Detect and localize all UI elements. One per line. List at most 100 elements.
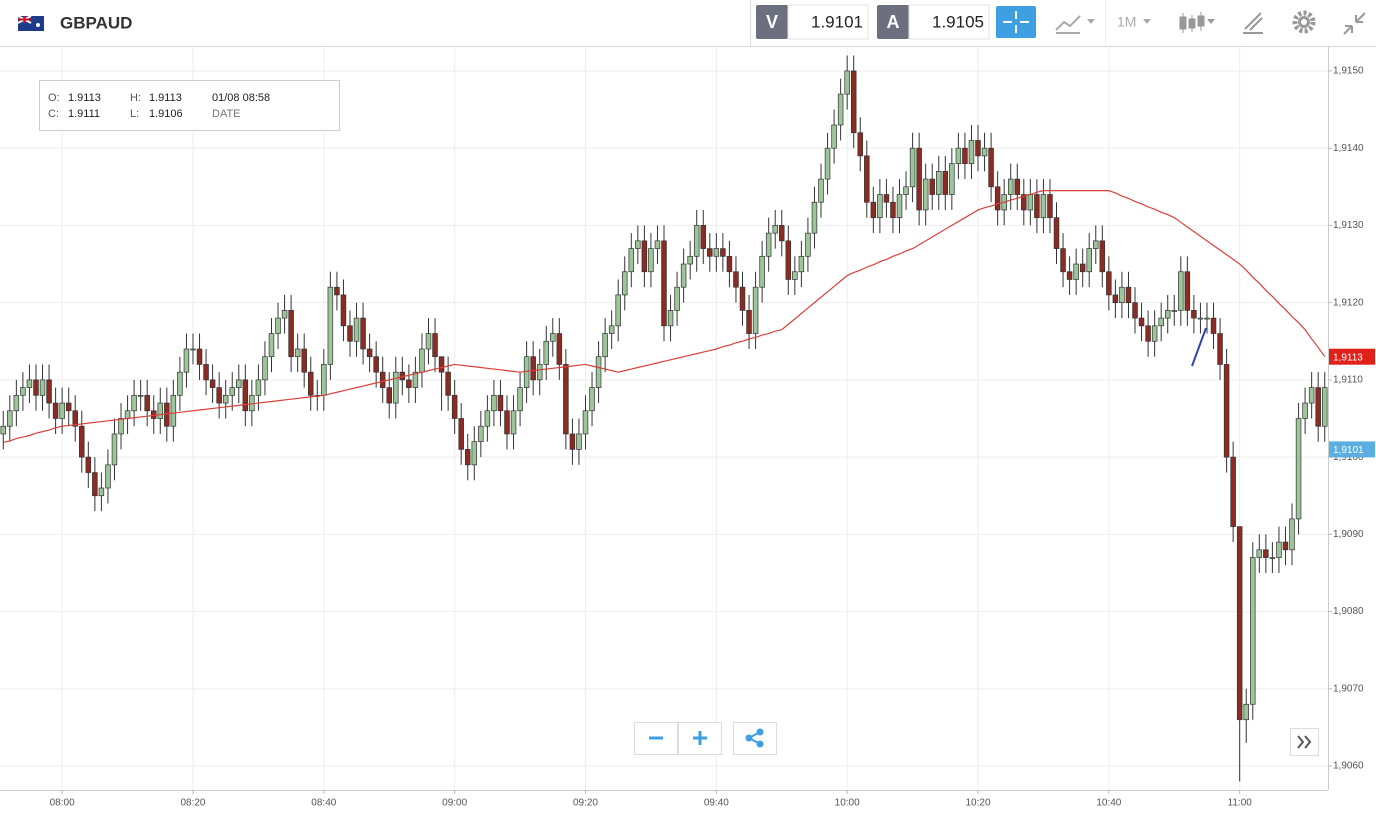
candle-body: [379, 371, 386, 388]
candle-body: [1256, 549, 1263, 558]
candle-body: [347, 325, 353, 342]
candle-body: [595, 356, 602, 388]
candle-body: [510, 410, 517, 435]
candle-body: [536, 364, 543, 381]
candle-body: [222, 394, 229, 404]
candle-body: [792, 271, 798, 280]
y-tick-label: 1,9060: [1333, 761, 1364, 772]
candle-body: [530, 356, 536, 381]
candle-body: [131, 394, 137, 412]
candle-body: [445, 371, 451, 396]
candle-body: [144, 394, 150, 412]
candle-body: [1145, 325, 1151, 342]
buy-label: A: [887, 12, 900, 32]
candle-body: [301, 348, 307, 373]
candle-body: [922, 178, 929, 211]
y-tick-label: 1,9140: [1333, 143, 1364, 154]
x-tick-label: 10:40: [1096, 798, 1121, 809]
zoom-out-button[interactable]: [634, 722, 678, 755]
candle-body: [1295, 418, 1302, 520]
candle-body: [157, 402, 164, 419]
info-value: 1.9106: [149, 108, 183, 120]
candle-body: [693, 225, 700, 257]
candle-body: [582, 410, 589, 435]
candle-body: [203, 364, 209, 381]
candle-body: [674, 286, 680, 311]
buy-badge[interactable]: [877, 5, 909, 39]
trend-drawing: [1191, 327, 1207, 367]
candle-body: [1243, 703, 1249, 721]
candle-body: [52, 402, 59, 419]
candle-body: [353, 317, 360, 342]
candle-body: [1282, 541, 1289, 551]
info-date: 01/08 08:58: [212, 92, 270, 104]
info-value: 1.9113: [149, 92, 182, 104]
candle-body: [936, 170, 942, 195]
y-tick-label: 1,9090: [1333, 529, 1364, 540]
indicator-button[interactable]: [1055, 15, 1095, 34]
candle-body: [1210, 317, 1217, 334]
crosshair-button[interactable]: [996, 6, 1036, 38]
candle-body: [98, 487, 105, 497]
candle-body: [1027, 194, 1034, 211]
draw-button[interactable]: [1243, 12, 1263, 34]
candle-body: [1164, 310, 1171, 319]
toolbar: [0, 0, 1376, 46]
settings-button[interactable]: [1292, 10, 1316, 34]
chart-type-button[interactable]: [1179, 12, 1215, 33]
candle-body: [321, 364, 327, 396]
candle-body: [92, 472, 98, 497]
candle-body: [26, 379, 33, 388]
candle-body: [478, 425, 484, 443]
candle-body: [1308, 387, 1315, 404]
candle-body: [1269, 557, 1276, 559]
scroll-end-button[interactable]: [1290, 728, 1319, 756]
candle-body: [294, 348, 301, 358]
candle-body: [1184, 271, 1191, 311]
candle-body: [1250, 557, 1256, 705]
candle-body: [1073, 263, 1079, 280]
candle-body: [1191, 310, 1197, 319]
candle-body: [242, 379, 249, 412]
candle-body: [1040, 194, 1047, 219]
candle-body: [438, 356, 445, 373]
buy-price: 1.9105: [932, 12, 984, 31]
candle-body: [602, 333, 608, 358]
candle-body: [1112, 294, 1119, 303]
candle-body: [13, 394, 20, 412]
candle-body: [1014, 178, 1021, 195]
sell-box[interactable]: [787, 4, 869, 40]
timeframe[interactable]: 1M: [1117, 14, 1136, 30]
candle-body: [386, 387, 392, 404]
buy-box[interactable]: [908, 4, 990, 40]
x-tick-label: 09:00: [442, 798, 467, 809]
candle-body: [621, 271, 628, 296]
share-button[interactable]: [733, 722, 777, 755]
grid: [0, 47, 1328, 790]
candle-body: [1217, 333, 1223, 365]
candle-body: [419, 348, 425, 373]
candle-body: [916, 147, 922, 211]
candle-body: [196, 348, 203, 365]
flag: [17, 15, 44, 31]
candle-body: [968, 140, 975, 164]
candle-body: [137, 394, 144, 397]
x-tick-label: 08:40: [311, 798, 336, 809]
ohlc-info: O: 1.9113 H: 1.9113 01/08 08:58 C: 1.911…: [39, 80, 340, 131]
zoom-in-button[interactable]: [678, 722, 722, 755]
candle-body: [903, 186, 909, 195]
sell-badge[interactable]: [756, 5, 788, 39]
candle-body: [216, 387, 222, 404]
candle-body: [1119, 286, 1125, 303]
candle-body: [183, 348, 190, 373]
candle-body: [209, 379, 216, 388]
candle-body: [850, 70, 857, 134]
candle-body: [1021, 194, 1027, 211]
candle-body: [707, 248, 713, 257]
collapse-button[interactable]: [1343, 12, 1366, 35]
candle-body: [975, 140, 981, 157]
candle-body: [229, 387, 235, 396]
ma-price-tag-label: 1,9113: [1333, 352, 1363, 363]
candle-body: [818, 178, 824, 203]
candle-body: [79, 425, 85, 458]
